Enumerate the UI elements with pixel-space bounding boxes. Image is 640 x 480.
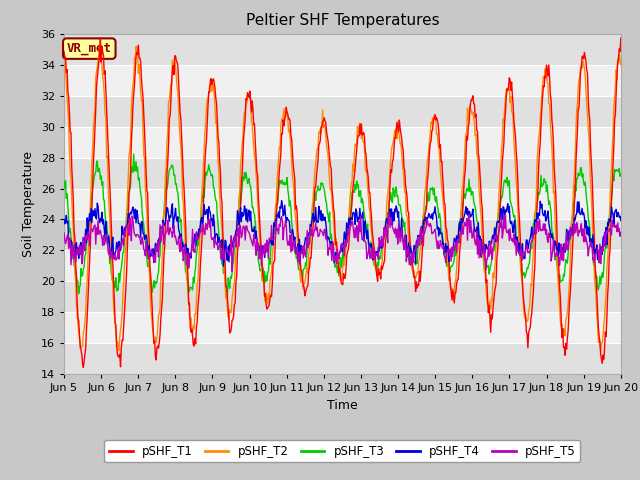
Bar (64, 251, 621, 281)
Y-axis label: Soil Temperature: Soil Temperature (22, 151, 35, 257)
Bar (64, 65, 621, 96)
Legend: pSHF_T1, pSHF_T2, pSHF_T3, pSHF_T4, pSHF_T5: pSHF_T1, pSHF_T2, pSHF_T3, pSHF_T4, pSHF… (104, 440, 580, 462)
Bar (64, 34, 621, 65)
Bar (64, 157, 621, 189)
Text: VR_met: VR_met (67, 42, 112, 55)
Bar (64, 127, 621, 157)
X-axis label: Time: Time (327, 399, 358, 412)
Bar (64, 343, 621, 374)
Title: Peltier SHF Temperatures: Peltier SHF Temperatures (246, 13, 439, 28)
Bar (64, 189, 621, 219)
Bar (64, 312, 621, 343)
Bar (64, 281, 621, 312)
Bar (64, 219, 621, 251)
Bar (64, 96, 621, 127)
